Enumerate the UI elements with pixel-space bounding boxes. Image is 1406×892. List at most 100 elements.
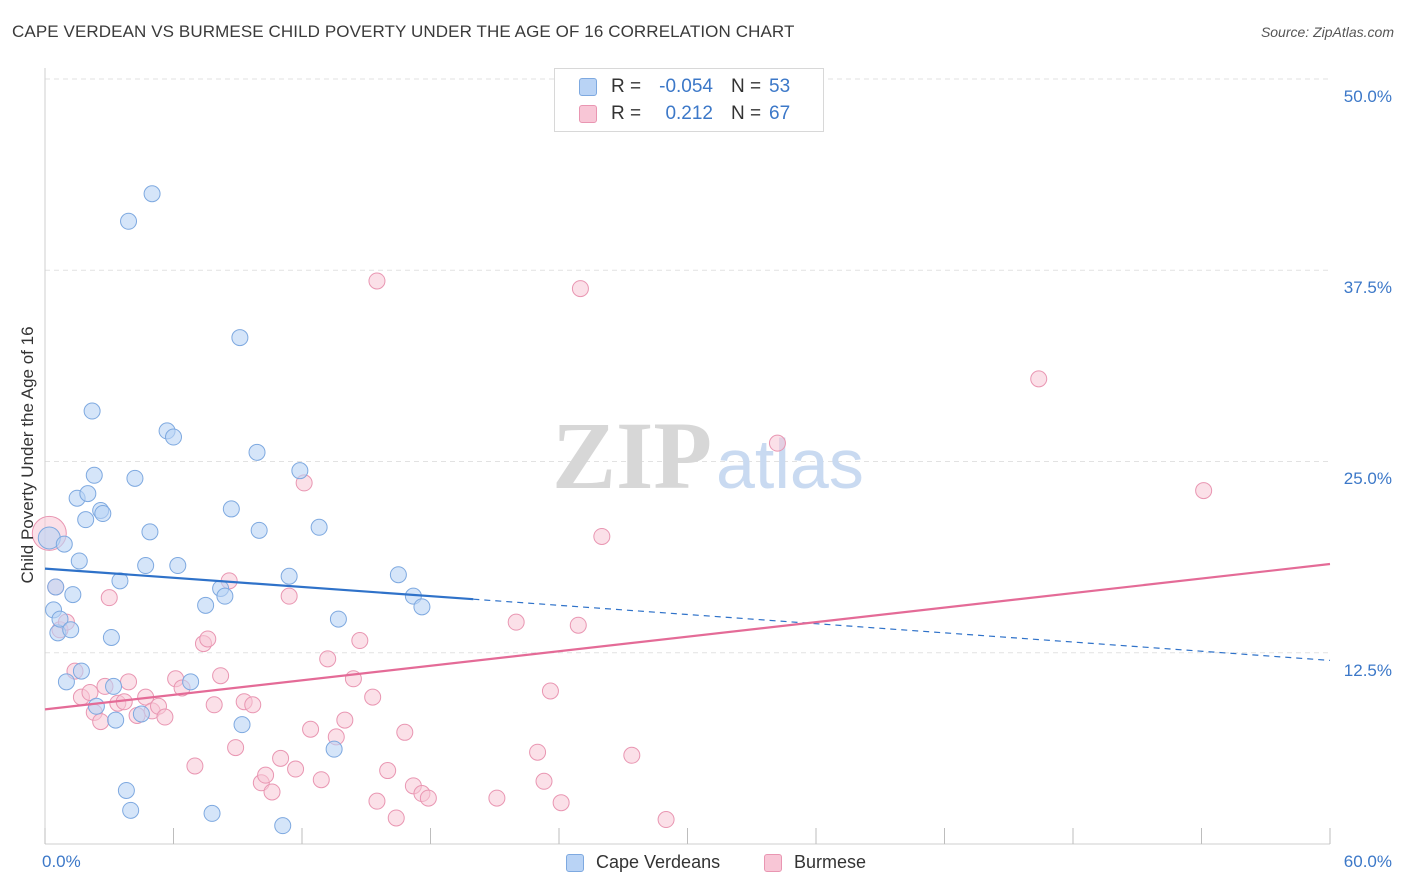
burmese-point bbox=[100, 589, 118, 607]
legend-item-burmese[interactable]: Burmese bbox=[764, 852, 866, 873]
cape-verdean-point bbox=[231, 329, 249, 347]
cape-verdean-point bbox=[137, 557, 155, 575]
burmese-point bbox=[156, 708, 174, 726]
cape-verdean-point bbox=[325, 740, 343, 758]
burmese-point bbox=[280, 587, 298, 605]
legend-row-pink: R = 0.212 N = 67 bbox=[555, 101, 790, 127]
burmese-point bbox=[657, 811, 675, 829]
n-label: N = bbox=[731, 103, 762, 124]
burmese-point bbox=[419, 789, 437, 807]
legend-label: Burmese bbox=[794, 852, 867, 872]
burmese-point bbox=[368, 272, 386, 290]
burmese-point bbox=[541, 682, 559, 700]
burmese-point bbox=[488, 789, 506, 807]
cape-verdean-point bbox=[62, 621, 80, 639]
gridlines bbox=[45, 78, 1330, 654]
burmese-point bbox=[319, 650, 337, 668]
cape-verdean-point bbox=[233, 716, 251, 734]
cape-verdean-point bbox=[141, 523, 159, 541]
burmese-point bbox=[1195, 482, 1213, 500]
cape-verdean-point bbox=[111, 572, 129, 590]
r-label: R = bbox=[611, 76, 642, 97]
burmese-points bbox=[31, 272, 1213, 829]
burmese-point bbox=[368, 792, 386, 810]
x-tick-label-max: 60.0% bbox=[1343, 852, 1392, 871]
y-tick-label: 50.0% bbox=[1343, 87, 1392, 106]
cape-verdean-point bbox=[143, 185, 161, 203]
cape-verdean-point bbox=[64, 586, 82, 604]
burmese-point bbox=[272, 749, 290, 767]
cape-verdean-point bbox=[389, 566, 407, 584]
burmese-point bbox=[263, 783, 281, 801]
watermark: ZIP atlas bbox=[552, 402, 864, 509]
trend-lines bbox=[44, 562, 1331, 711]
burmese-point bbox=[623, 746, 641, 764]
burmese-point bbox=[199, 630, 217, 648]
burmese-point bbox=[507, 613, 525, 631]
cape-verdean-point bbox=[57, 673, 75, 691]
cape-verdean-point bbox=[107, 711, 125, 729]
cape-verdean-point bbox=[274, 817, 292, 835]
cape-verdean-point bbox=[105, 677, 123, 695]
cape-verdean-point bbox=[280, 567, 298, 585]
cape-verdean-point bbox=[413, 598, 431, 616]
correlation-legend: R = -0.054 N = 53 R = 0.212 N = 67 bbox=[554, 68, 824, 132]
n-label: N = bbox=[731, 76, 762, 97]
cape-verdean-point bbox=[122, 801, 140, 819]
x-tick-label-min: 0.0% bbox=[42, 852, 81, 871]
cape-verdean-point bbox=[87, 697, 105, 715]
cape-verdean-point bbox=[72, 662, 90, 680]
burmese-point bbox=[81, 684, 99, 702]
y-tick-label: 25.0% bbox=[1343, 469, 1392, 488]
burmese-point bbox=[186, 757, 204, 775]
burmese-point bbox=[120, 673, 138, 691]
cape-verdean-point bbox=[203, 804, 221, 822]
blue-swatch bbox=[579, 78, 597, 96]
cape-verdean-point bbox=[291, 462, 309, 480]
blue-swatch bbox=[566, 853, 584, 872]
r-label: R = bbox=[611, 103, 642, 124]
burmese-point bbox=[227, 739, 245, 757]
burmese-point bbox=[351, 632, 369, 650]
legend-label: Cape Verdeans bbox=[596, 852, 721, 872]
cape-verdean-trend-extension bbox=[473, 598, 1331, 661]
chart-title: CAPE VERDEAN VS BURMESE CHILD POVERTY UN… bbox=[12, 22, 795, 41]
axes bbox=[44, 68, 1331, 845]
cape-verdean-point bbox=[77, 511, 95, 529]
y-axis-label: Child Poverty Under the Age of 16 bbox=[18, 326, 37, 584]
cape-verdean-point bbox=[120, 212, 138, 230]
burmese-point bbox=[535, 772, 553, 790]
cape-verdean-point bbox=[182, 673, 200, 691]
cape-verdean-point bbox=[126, 469, 144, 487]
pink-swatch bbox=[579, 105, 597, 123]
cape-verdean-point bbox=[79, 485, 97, 503]
burmese-point bbox=[571, 280, 589, 298]
source-label: Source: ZipAtlas.com bbox=[1260, 24, 1394, 40]
burmese-point bbox=[212, 667, 230, 685]
legend-row-blue: R = -0.054 N = 53 bbox=[555, 74, 790, 100]
burmese-point bbox=[593, 527, 611, 545]
cape-verdean-point bbox=[85, 466, 103, 484]
burmese-point bbox=[396, 723, 414, 741]
burmese-point bbox=[287, 760, 305, 778]
burmese-point bbox=[1030, 370, 1048, 388]
burmese-point bbox=[302, 720, 320, 738]
cape-verdean-point bbox=[83, 402, 101, 420]
burmese-point bbox=[92, 713, 110, 731]
burmese-point bbox=[387, 809, 405, 827]
legend-item-cape-verdeans[interactable]: Cape Verdeans bbox=[566, 852, 720, 873]
watermark-zip: ZIP bbox=[552, 402, 712, 509]
burmese-point bbox=[336, 711, 354, 729]
cape-verdean-point bbox=[70, 552, 88, 570]
pink-swatch bbox=[764, 853, 782, 872]
cape-verdean-point bbox=[329, 610, 347, 628]
cape-verdean-point bbox=[102, 628, 120, 646]
burmese-point bbox=[257, 766, 275, 784]
r-value: 0.212 bbox=[665, 103, 713, 124]
burmese-point bbox=[569, 616, 587, 634]
cape-verdean-point bbox=[94, 505, 112, 523]
cape-verdean-point bbox=[47, 578, 65, 596]
cape-verdean-point bbox=[117, 781, 135, 799]
burmese-point bbox=[379, 762, 397, 780]
